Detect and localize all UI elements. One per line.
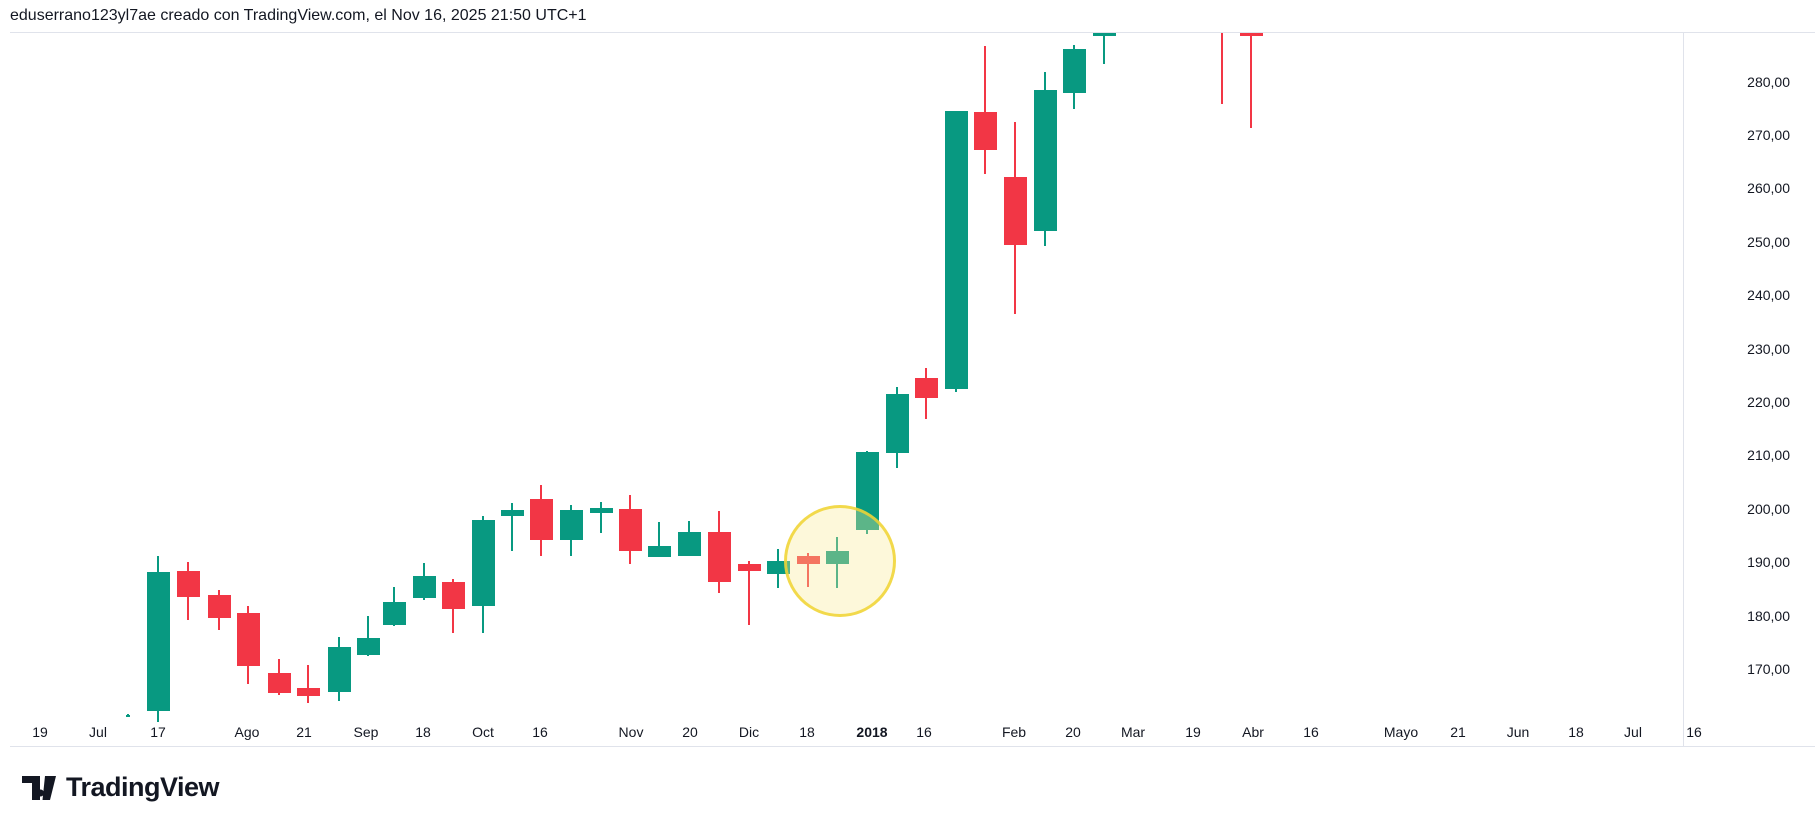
candle-body	[146, 571, 170, 711]
candle-body	[1003, 176, 1027, 245]
price-axis-label: 260,00	[1747, 180, 1790, 197]
candle-wick	[748, 560, 750, 625]
candle-body	[707, 532, 731, 582]
price-axis-label: 180,00	[1747, 607, 1790, 624]
tradingview-logo-text: TradingView	[66, 772, 220, 802]
candle-body	[559, 510, 583, 541]
highlight-circle-annotation[interactable]	[784, 505, 896, 617]
candle-body	[944, 110, 968, 390]
candle-body	[647, 545, 671, 557]
candle-body	[529, 499, 553, 540]
candle-wick	[511, 503, 513, 551]
price-axis-label: 230,00	[1747, 340, 1790, 357]
price-axis-label: 190,00	[1747, 554, 1790, 571]
candle-body	[1062, 49, 1086, 93]
candle-wick	[600, 501, 602, 533]
candle-body	[737, 564, 761, 572]
candle-body	[500, 510, 524, 516]
price-axis-label: 250,00	[1747, 233, 1790, 250]
candle-body	[1239, 33, 1263, 37]
candle-body	[267, 673, 291, 693]
tradingview-logo[interactable]: TradingView	[22, 772, 220, 803]
candle-body	[618, 509, 642, 552]
price-axis-border	[1683, 32, 1684, 746]
candle-body	[677, 532, 701, 556]
chart-plot-area[interactable]	[0, 0, 1815, 760]
chart-top-border	[10, 32, 1815, 33]
candle-body	[1092, 33, 1116, 36]
price-axis-label: 170,00	[1747, 661, 1790, 678]
candle-body	[589, 508, 613, 513]
price-axis-label: 220,00	[1747, 394, 1790, 411]
candle-wick	[1221, 32, 1223, 105]
price-axis-label: 210,00	[1747, 447, 1790, 464]
attribution-text: eduserrano123yl7ae creado con TradingVie…	[10, 7, 587, 24]
candle-wick	[658, 522, 660, 558]
candle-body	[236, 613, 260, 666]
candle-wick	[367, 616, 369, 656]
price-axis-label: 240,00	[1747, 287, 1790, 304]
candle-body	[766, 561, 790, 575]
candle-body	[327, 646, 351, 693]
candle-wick	[307, 664, 309, 703]
candle-body	[1033, 89, 1057, 232]
candle-body	[126, 715, 130, 718]
tradingview-logo-icon	[22, 775, 56, 800]
candle-body	[382, 601, 406, 626]
candle-body	[914, 377, 938, 399]
candle-body	[207, 595, 231, 618]
price-axis-label: 200,00	[1747, 500, 1790, 517]
price-axis[interactable]: 280,00 270,00 260,00 250,00 240,00 230,00 220,…	[1683, 32, 1815, 746]
candle-wick	[1250, 32, 1252, 129]
candle-body	[412, 576, 436, 598]
candle-body	[471, 520, 495, 606]
candlestick-chart[interactable]: 280,00 270,00 260,00 250,00 240,00 230,00 220,…	[0, 0, 1815, 760]
chart-bottom-border	[10, 746, 1815, 747]
candle-body	[176, 570, 200, 597]
candle-body	[296, 688, 320, 696]
candle-body	[973, 112, 997, 150]
candle-body	[441, 582, 465, 610]
candle-wick	[984, 45, 986, 174]
price-axis-label: 280,00	[1747, 73, 1790, 90]
candle-body	[356, 637, 380, 655]
candle-wick	[1103, 32, 1105, 65]
candle-body	[885, 394, 909, 453]
price-axis-label: 270,00	[1747, 127, 1790, 144]
